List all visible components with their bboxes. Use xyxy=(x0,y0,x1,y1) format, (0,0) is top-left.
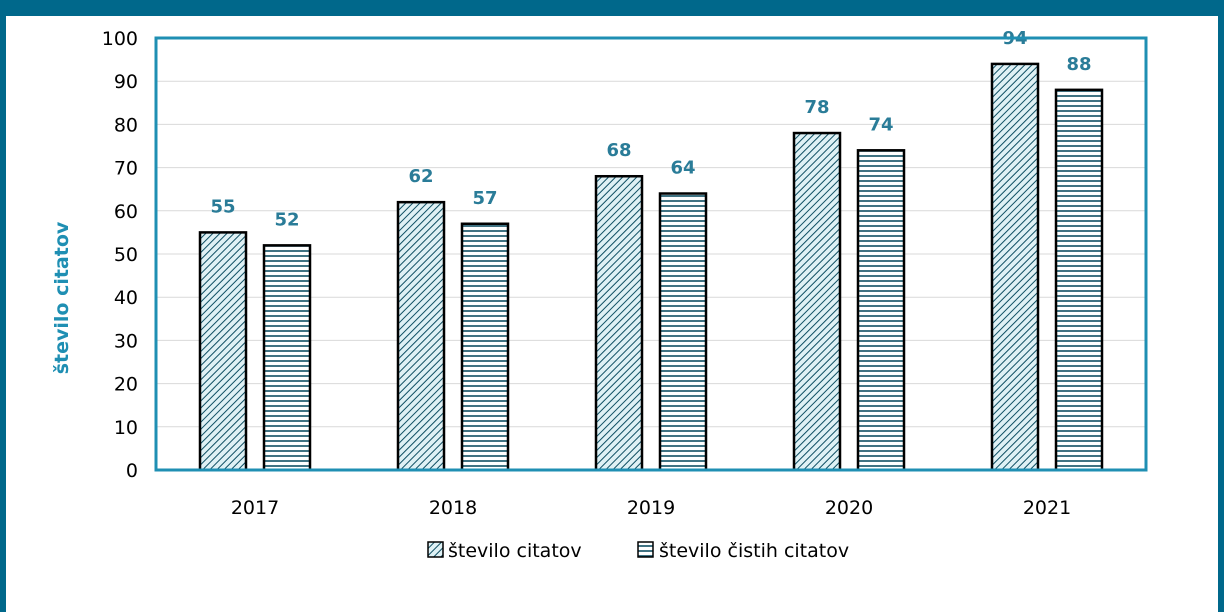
legend-label-stevilo-citatov: število citatov xyxy=(448,540,582,562)
y-axis-title: število citatov xyxy=(51,221,73,374)
y-tick-label: 100 xyxy=(102,28,138,50)
legend-swatch-stevilo-citatov xyxy=(427,541,444,558)
x-tick-label: 2020 xyxy=(825,497,873,519)
y-tick-label: 90 xyxy=(114,71,138,93)
y-tick-label: 70 xyxy=(114,158,138,180)
legend-label-stevilo-cistih-citatov: število čistih citatov xyxy=(659,540,849,562)
bar-stevilo-cistih-citatov-2017 xyxy=(262,244,312,472)
y-tick-label: 50 xyxy=(114,244,138,266)
y-tick-label: 40 xyxy=(114,287,138,309)
y-tick-label: 80 xyxy=(114,114,138,136)
bar-stevilo-citatov-2020 xyxy=(792,131,842,472)
data-label: 78 xyxy=(804,97,829,118)
x-tick-label: 2017 xyxy=(231,497,279,519)
data-label: 52 xyxy=(274,209,299,230)
data-label: 64 xyxy=(670,158,695,179)
y-tick-label: 60 xyxy=(114,201,138,223)
y-tick-label: 0 xyxy=(126,460,138,482)
y-tick-label: 10 xyxy=(114,417,138,439)
y-tick-label: 20 xyxy=(114,374,138,396)
x-tick-label: 2021 xyxy=(1023,497,1071,519)
bar-stevilo-citatov-2018 xyxy=(396,200,446,472)
x-tick-label: 2019 xyxy=(627,497,675,519)
bar-stevilo-cistih-citatov-2021 xyxy=(1054,88,1104,472)
x-tick-label: 2018 xyxy=(429,497,477,519)
bar-stevilo-citatov-2017 xyxy=(198,231,248,472)
legend: število citatov število čistih citatov xyxy=(427,540,849,562)
plot-area-border xyxy=(154,36,1148,472)
bar-stevilo-cistih-citatov-2018 xyxy=(460,222,510,472)
bar-stevilo-cistih-citatov-2020 xyxy=(856,149,906,472)
y-tick-label: 30 xyxy=(114,330,138,352)
data-label: 88 xyxy=(1066,54,1091,75)
bar-stevilo-cistih-citatov-2019 xyxy=(658,192,708,472)
data-label: 57 xyxy=(472,188,497,209)
bar-stevilo-citatov-2019 xyxy=(594,174,644,472)
legend-swatch-stevilo-cistih-citatov xyxy=(637,541,654,558)
data-label: 55 xyxy=(210,196,235,217)
data-label: 62 xyxy=(408,166,433,187)
data-label: 74 xyxy=(868,114,893,135)
bar-stevilo-citatov-2021 xyxy=(990,62,1040,472)
data-label: 68 xyxy=(606,140,631,161)
